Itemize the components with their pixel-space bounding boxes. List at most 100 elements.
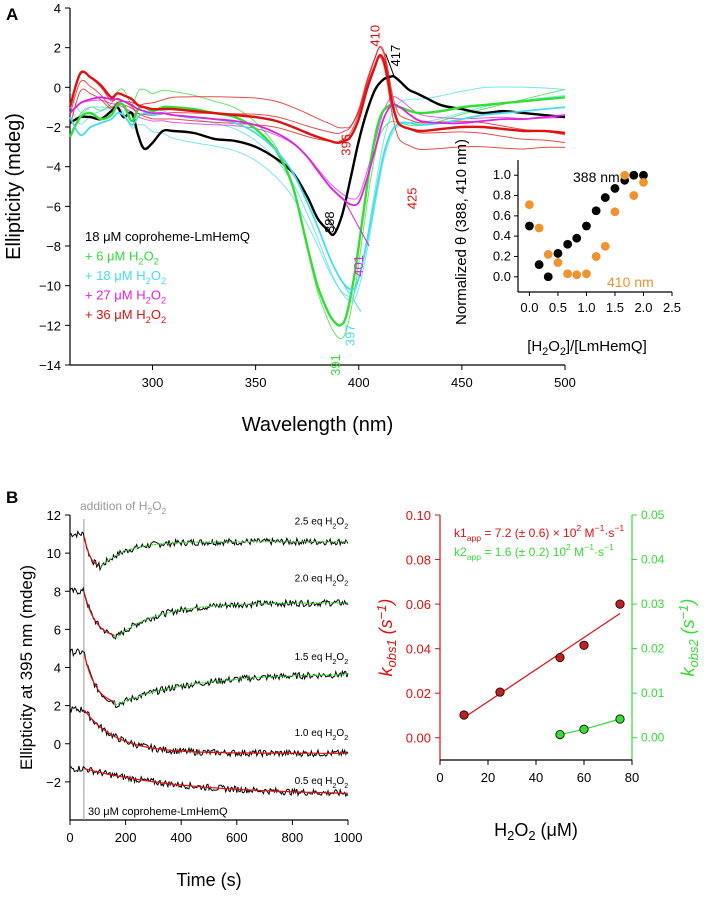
fit-line-slow (113, 602, 348, 640)
kin-x-tick-label: 400 (170, 830, 192, 845)
kin-y-axis-title: Ellipticity at 395 nm (mdeg) (17, 565, 36, 770)
kobs2-point (579, 724, 589, 734)
fit-line-fast (84, 768, 348, 794)
peak-label-401: 401 (351, 255, 366, 277)
y-tick-label: −8 (46, 239, 61, 254)
y-tick-label: −14 (39, 358, 61, 373)
x-tick-label: 300 (142, 375, 164, 390)
kin-x-tick-label: 600 (226, 830, 248, 845)
kobs2-line (559, 718, 621, 736)
inset-x-tick-label: 0.5 (549, 300, 567, 315)
x-axis-title: Wavelength (nm) (242, 414, 394, 436)
inset-y-tick-label: 0.6 (493, 208, 511, 223)
kobs1-point (615, 599, 625, 609)
label-guide (385, 53, 395, 76)
kobs2-tick-label: 0.03 (641, 597, 665, 611)
legend-entry: + 27 μM H2O2 (85, 288, 166, 306)
kobs2-tick-label: 0.00 (641, 731, 665, 745)
peak-label-410: 410 (367, 25, 382, 47)
inset-point-black (553, 249, 563, 258)
kobs1-equation: k1app = 7.2 (± 0.6) × 102 M−1·s−1 (454, 523, 624, 543)
inset-y-axis-title: Normalized θ (388, 410 nm) (453, 139, 470, 325)
inset-point-orange (563, 269, 573, 279)
inset-point-black (610, 184, 620, 193)
kin-y-tick-label: 2 (54, 699, 61, 714)
inset-point-orange (610, 207, 620, 217)
kin-x-tick-label: 0 (66, 830, 73, 845)
kin-y-tick-label: 10 (47, 546, 61, 561)
kobs1-tick-label: 0.02 (406, 686, 431, 701)
kinetic-trace (69, 648, 349, 709)
kobs1-fit-line (463, 612, 621, 719)
inset-point-black (572, 233, 582, 243)
kobs2-point (555, 730, 565, 740)
label-guide (327, 217, 337, 231)
kinetics-traces-chart: −2 0 2 4 6 8 10 12 0 200 400 600 800 1000 Time (s) Elli… (17, 499, 362, 890)
inset-point-black (534, 260, 544, 269)
trace-label: 2.5 eq H2O2 (295, 517, 349, 531)
kin-y-tick-label: −2 (46, 775, 61, 790)
kobs2-tick-label: 0.05 (641, 508, 665, 522)
inset-point-orange (582, 269, 591, 279)
spectrum-line-red (68, 54, 566, 145)
y-tick-label: −2 (46, 120, 61, 135)
kin-y-tick-label: 8 (54, 584, 61, 599)
kobs1-tick-label: 0.06 (406, 597, 431, 612)
kin-y-tick-label: 4 (54, 661, 61, 676)
fit-line-fast (84, 709, 348, 754)
inset-x-tick-label: 2.0 (634, 300, 652, 315)
fit-line-slow (113, 673, 348, 706)
inset-x-tick-label: 2.5 (663, 300, 681, 315)
kin-x-tick-label: 200 (115, 830, 137, 845)
kobs1-tick-label: 0.10 (406, 508, 431, 523)
peak-label-391: 391 (328, 354, 343, 376)
y-tick-label: −10 (39, 279, 61, 294)
spectrum-line-black (69, 74, 566, 237)
trace-label: 1.5 eq H2O2 (295, 652, 349, 666)
kobs2-equation: k2app = 1.6 (± 0.2) 102 M−1·s−1 (454, 542, 614, 562)
legend-entry: 18 μM coproheme-LmHemQ (85, 229, 250, 244)
kin-x-tick-label: 800 (282, 830, 304, 845)
inset-y-tick-label: 1.0 (493, 167, 511, 182)
inset-label-388: 388 nm (573, 169, 620, 185)
kobs2-tick-label: 0.01 (641, 686, 665, 700)
inset-x-tick-label: 0.0 (520, 300, 538, 315)
kin-x-axis-title: Time (s) (176, 870, 241, 890)
inset-y-tick-label: 0.2 (493, 248, 511, 263)
spectrum-line-green (68, 96, 566, 327)
inset-point-black (563, 239, 573, 249)
kinetic-trace (69, 765, 349, 798)
inset-point-orange (639, 177, 648, 187)
inset-point-black (591, 206, 601, 216)
peak-label-388: 388 (322, 211, 337, 233)
kobs-x-tick-label: 80 (625, 770, 639, 785)
peak-label-397: 397 (343, 324, 358, 346)
inset-point-orange (591, 252, 601, 261)
kinetic-trace (69, 530, 349, 572)
kinetic-trace (69, 705, 349, 759)
trace-label: 0.5 eq H2O2 (295, 776, 349, 790)
y-tick-label: −6 (46, 199, 61, 214)
kinetic-trace (69, 586, 349, 640)
inset-point-black (639, 170, 648, 180)
inset-y-tick-label: 0.8 (493, 188, 511, 203)
inset-x-tick-label: 1.5 (606, 300, 624, 315)
panel-label-b: B (6, 488, 18, 507)
x-tick-label: 350 (245, 375, 267, 390)
spectrum-line-cyan (69, 106, 566, 291)
inset-y-tick-label: 0.0 (493, 269, 511, 284)
spectrum-line-magenta (69, 96, 566, 207)
inset-x-axis-title: [H2O2]/[LmHemQ] (527, 338, 647, 358)
inset-point-black (525, 221, 534, 231)
inset-point-orange (572, 270, 582, 280)
kobs2-tick-label: 0.04 (641, 553, 665, 567)
kobs2-axis-title: kobs2 (s−1) (676, 599, 701, 677)
kin-y-tick-label: 12 (47, 508, 61, 523)
fit-line-fast (83, 537, 100, 567)
trace-label: 2.0 eq H2O2 (295, 574, 349, 588)
kobs1-point (495, 687, 505, 697)
y-tick-label: 2 (54, 41, 61, 56)
label-guide (345, 204, 370, 247)
inset-point-black (629, 170, 639, 180)
